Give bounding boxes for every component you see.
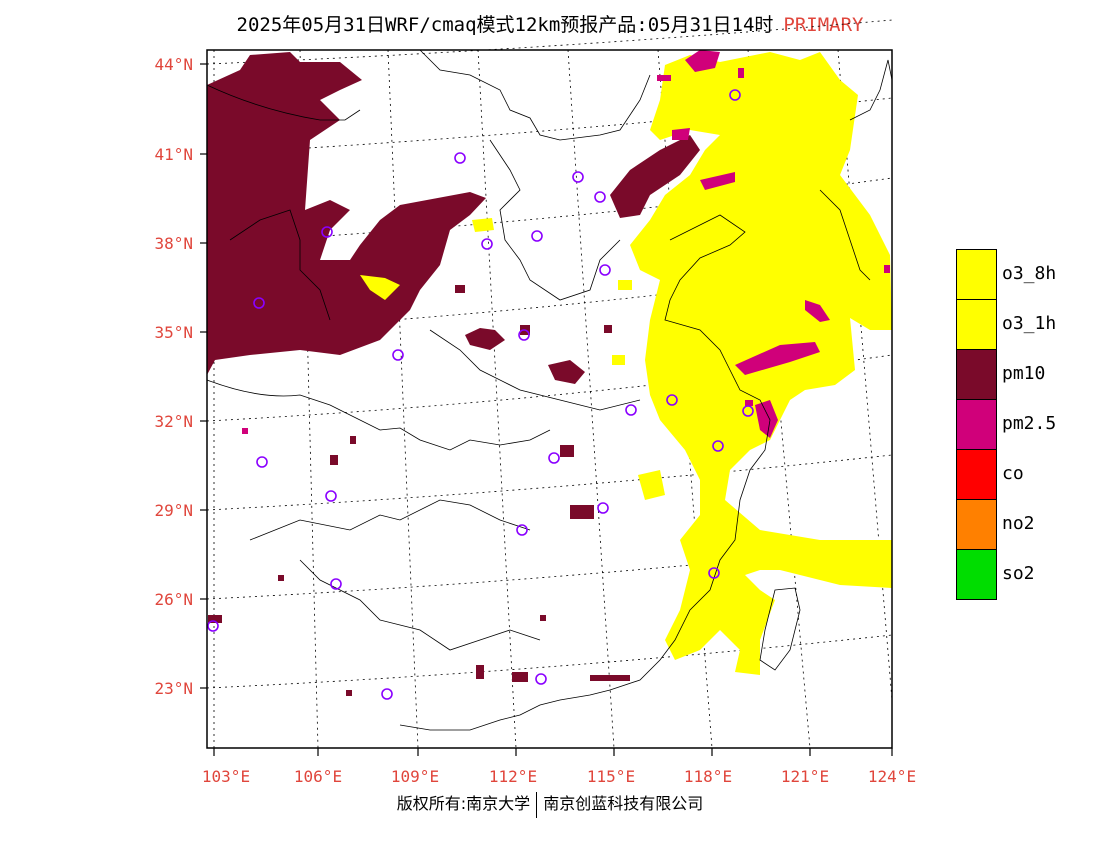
legend-swatch xyxy=(956,399,997,450)
legend-swatch xyxy=(956,249,997,300)
lat-label-29: 29°N xyxy=(154,501,193,520)
legend-swatch xyxy=(956,549,997,600)
legend-label: o3_1h xyxy=(1002,313,1057,334)
copyright-footer: 版权所有:南京大学 南京创蓝科技有限公司 xyxy=(0,790,1100,818)
legend-item-no2: no2 xyxy=(956,499,1076,550)
legend-label: no2 xyxy=(1002,513,1035,534)
lat-label-44: 44°N xyxy=(154,55,193,74)
lon-label-109: 109°E xyxy=(390,767,440,786)
legend: o3_8h o3_1h pm10 pm2.5 co no2 so2 xyxy=(956,249,1076,600)
lon-label-121: 121°E xyxy=(780,767,830,786)
legend-swatch xyxy=(956,449,997,500)
pm25-areas xyxy=(242,50,890,438)
legend-swatch xyxy=(956,349,997,400)
legend-item-so2: so2 xyxy=(956,549,1076,600)
lat-label-26: 26°N xyxy=(154,590,193,609)
title-tag: PRIMARY xyxy=(783,14,864,36)
pm10-areas xyxy=(207,52,700,696)
station-markers xyxy=(207,89,754,700)
legend-label: pm10 xyxy=(1002,363,1046,384)
legend-swatch xyxy=(956,299,997,350)
lat-label-32: 32°N xyxy=(154,412,193,431)
axis-ticks xyxy=(200,63,893,756)
o3-areas xyxy=(360,52,892,675)
lat-label-23: 23°N xyxy=(154,679,193,698)
lon-label-124: 124°E xyxy=(867,767,917,786)
legend-label: co xyxy=(1002,463,1024,484)
legend-label: so2 xyxy=(1002,563,1035,584)
legend-item-pm25: pm2.5 xyxy=(956,399,1076,450)
copyright-right: 南京创蓝科技有限公司 xyxy=(543,794,704,813)
legend-item-pm10: pm10 xyxy=(956,349,1076,400)
legend-label: o3_8h xyxy=(1002,263,1057,284)
map-frame xyxy=(206,49,893,749)
lat-label-35: 35°N xyxy=(154,323,193,342)
lat-label-41: 41°N xyxy=(154,145,193,164)
boundaries xyxy=(206,49,893,731)
legend-item-o3-8h: o3_8h xyxy=(956,249,1076,300)
title-main: 2025年05月31日WRF/cmaq模式12km预报产品:05月31日14时 xyxy=(236,14,774,36)
legend-item-co: co xyxy=(956,449,1076,500)
lon-label-118: 118°E xyxy=(683,767,733,786)
legend-item-o3-1h: o3_1h xyxy=(956,299,1076,350)
legend-swatch xyxy=(956,499,997,550)
footer-separator xyxy=(536,791,538,818)
map-title: 2025年05月31日WRF/cmaq模式12km预报产品:05月31日14时 P… xyxy=(0,10,1100,37)
lat-label-38: 38°N xyxy=(154,234,193,253)
lon-label-112: 112°E xyxy=(488,767,538,786)
lon-label-115: 115°E xyxy=(586,767,636,786)
lon-label-106: 106°E xyxy=(293,767,343,786)
copyright-left: 版权所有:南京大学 xyxy=(396,794,531,813)
lon-label-103: 103°E xyxy=(201,767,251,786)
legend-label: pm2.5 xyxy=(1002,413,1057,434)
